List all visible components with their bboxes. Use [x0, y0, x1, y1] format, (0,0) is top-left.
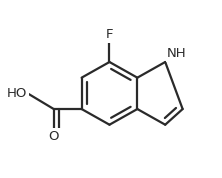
Text: O: O [48, 130, 59, 143]
Text: F: F [106, 28, 113, 41]
Text: HO: HO [7, 87, 28, 100]
Text: NH: NH [167, 47, 186, 60]
